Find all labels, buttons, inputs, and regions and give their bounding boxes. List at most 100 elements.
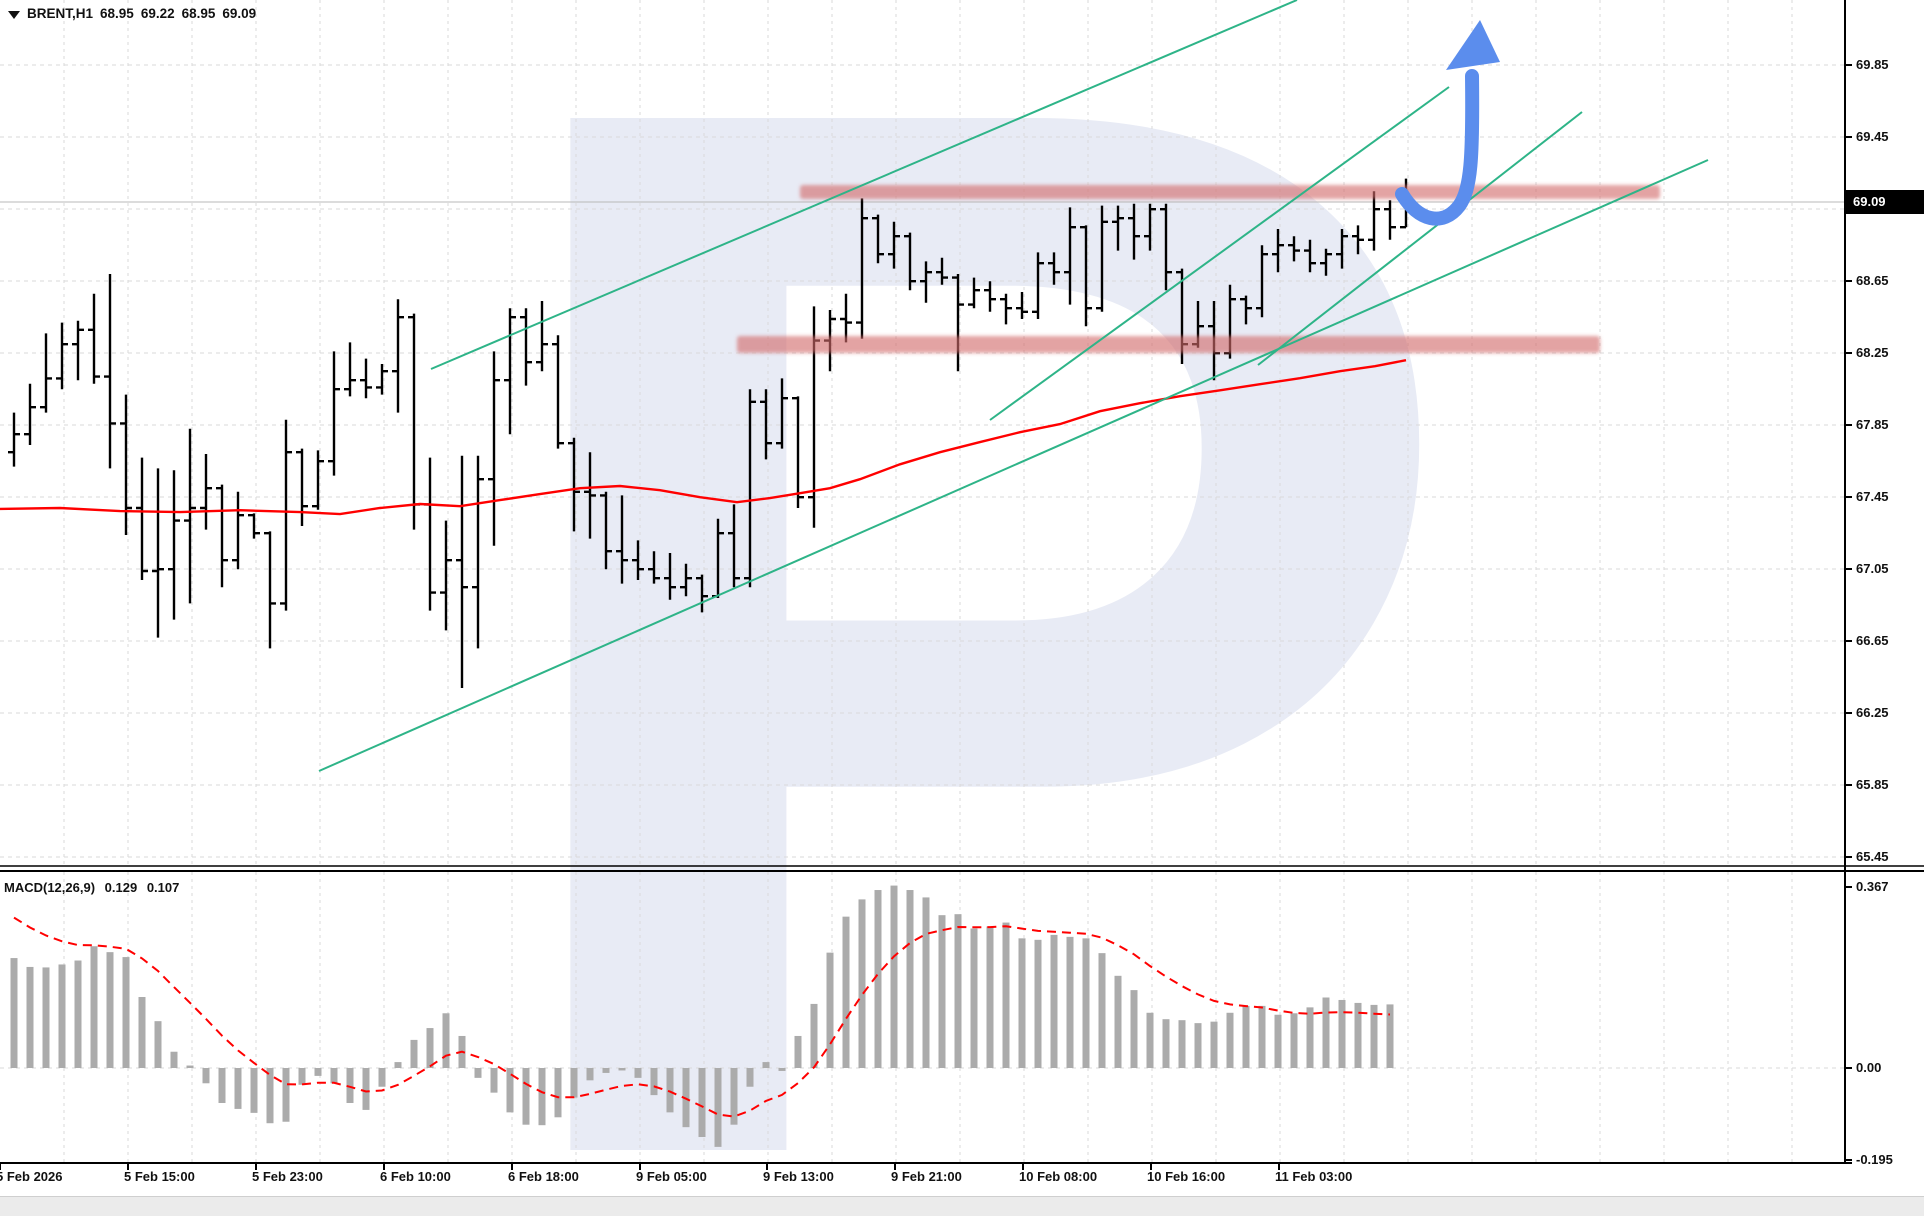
macd-bar [42, 967, 50, 1068]
trendlines[interactable] [318, 0, 1709, 772]
time-tick-label: 9 Feb 21:00 [891, 1169, 962, 1184]
macd-bar [954, 914, 962, 1068]
ohlc-bar [568, 437, 580, 532]
ohlc-bar [872, 214, 884, 264]
macd-bar [650, 1068, 658, 1096]
ohlc-bar [376, 364, 388, 395]
price-zones[interactable] [737, 185, 1660, 353]
ohlc-bar [1320, 248, 1332, 276]
watermark-letter: P [470, 0, 1471, 1216]
trendline-steep-support-left[interactable] [989, 86, 1450, 421]
resistance-zone[interactable] [800, 185, 1660, 199]
macd-bar [282, 1068, 290, 1122]
ohlc-bar [344, 342, 356, 397]
macd-bar [1258, 1005, 1266, 1068]
ohlc-bar [1240, 295, 1252, 325]
macd-bar [218, 1068, 226, 1104]
ohlc-bar [40, 333, 52, 413]
axes [0, 0, 1924, 1170]
macd-bar [1354, 1002, 1362, 1068]
ohlc-bar [328, 351, 340, 476]
symbol-dropdown-icon[interactable] [8, 10, 20, 19]
macd-bar [986, 926, 994, 1068]
ohlc-bar [168, 470, 180, 620]
macd-bar [330, 1068, 338, 1084]
macd-tick-label: 0.367 [1856, 879, 1889, 894]
macd-bar [666, 1068, 674, 1113]
macd-signal-value: 0.107 [146, 880, 180, 895]
macd-bar [394, 1062, 402, 1068]
arrow-shaft[interactable] [1395, 69, 1480, 226]
macd-bar [570, 1068, 578, 1098]
macd-bar [362, 1068, 370, 1110]
ohlc-bar [952, 274, 964, 372]
ohlc-bar [296, 448, 308, 526]
macd-bar [1098, 953, 1106, 1068]
support-zone[interactable] [737, 336, 1600, 353]
macd-histogram [10, 885, 1394, 1147]
macd-bar [538, 1068, 546, 1126]
ohlc-bar [136, 457, 148, 580]
price-tick-label: 65.45 [1856, 849, 1889, 864]
ohlc-bar [440, 520, 452, 631]
ohlc-bar [1384, 200, 1396, 240]
macd-bar [58, 964, 66, 1068]
macd-bar [1386, 1004, 1394, 1068]
trendline-steep-support-right[interactable] [1257, 111, 1583, 366]
macd-bar [1034, 939, 1042, 1068]
time-tick-label: 9 Feb 05:00 [636, 1169, 707, 1184]
macd-bar [618, 1068, 626, 1071]
trendline-upper-channel[interactable] [430, 0, 1298, 370]
macd-bar [1194, 1023, 1202, 1068]
moving-average-line[interactable] [0, 359, 1407, 516]
price-tick-label: 66.25 [1856, 705, 1889, 720]
time-tick-label: 5 Feb 15:00 [124, 1169, 195, 1184]
macd-bar [1018, 938, 1026, 1068]
ohlc-bar [1064, 207, 1076, 305]
ohlc-bar [760, 389, 772, 460]
ohlc-bar [200, 454, 212, 530]
time-tick-label: 9 Feb 13:00 [763, 1169, 834, 1184]
ohlc-bar [360, 358, 372, 399]
macd-bar [1082, 938, 1090, 1068]
ohlc-bar [584, 452, 596, 539]
trendline-lower-channel-long[interactable] [318, 159, 1709, 772]
macd-bar [826, 952, 834, 1068]
macd-bar [1322, 997, 1330, 1068]
macd-bar [1178, 1020, 1186, 1068]
macd-bar [26, 966, 34, 1068]
macd-bar [250, 1068, 258, 1113]
bottom-scroll-strip[interactable] [0, 1196, 1924, 1216]
arrow-head-icon[interactable] [1446, 20, 1500, 70]
macd-bar [506, 1068, 514, 1113]
ohlc-bar [1048, 252, 1060, 285]
ohlc-bar [936, 257, 948, 285]
macd-bar [842, 916, 850, 1068]
quote-low: 68.95 [181, 6, 216, 21]
price-tick-label: 67.05 [1856, 561, 1889, 576]
macd-bar [906, 890, 914, 1068]
macd-bar [922, 897, 930, 1068]
ohlc-bar [536, 301, 548, 372]
ohlc-bar [88, 293, 100, 384]
ohlc-bar [248, 513, 260, 539]
ohlc-bar [1304, 239, 1316, 273]
ohlc-bar [520, 308, 532, 386]
ohlc-bar [392, 299, 404, 413]
ohlc-bar [184, 428, 196, 604]
chart-title-bar: BRENT,H1 68.95 69.22 68.95 69.09 [8, 6, 256, 21]
ohlc-bar [1352, 225, 1364, 255]
macd-bar [698, 1068, 706, 1138]
ohlc-bar [72, 320, 84, 381]
macd-bar [442, 1013, 450, 1068]
ohlc-bar [216, 484, 228, 588]
macd-bar [1050, 934, 1058, 1068]
price-tick-label: 66.65 [1856, 633, 1889, 648]
ohlc-bar [600, 491, 612, 570]
forecast-arrow[interactable] [1395, 20, 1500, 226]
time-tick-label: 6 Feb 18:00 [508, 1169, 579, 1184]
macd-tick-label: -0.195 [1856, 1152, 1893, 1167]
macd-bar [122, 957, 130, 1068]
ohlc-bar [424, 457, 436, 611]
